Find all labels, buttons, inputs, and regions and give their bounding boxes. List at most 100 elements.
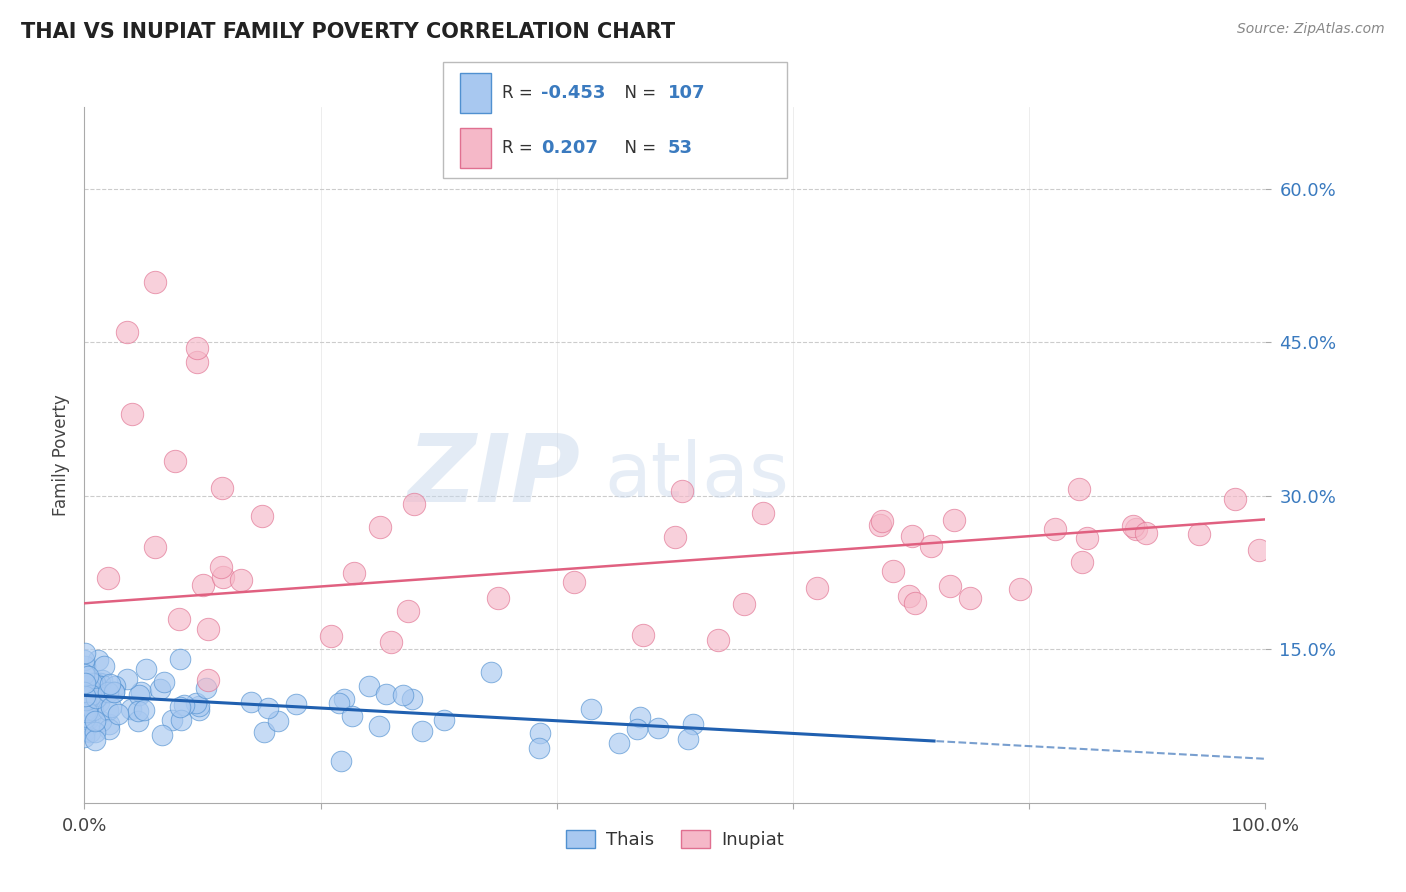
Point (73, 653, 96, 667)
Point (1122, 518, 1144, 533)
Point (73, 689, 96, 703)
Point (98, 677, 121, 691)
Point (1249, 542, 1271, 557)
Point (165, 454, 187, 468)
Point (564, 574, 586, 589)
Point (100, 700, 122, 714)
Text: 107: 107 (668, 84, 706, 102)
Point (959, 591, 981, 606)
Point (647, 721, 669, 735)
Point (77, 683, 100, 698)
Point (332, 692, 354, 706)
Point (103, 685, 125, 699)
Point (135, 662, 157, 676)
Point (80, 688, 103, 702)
Point (193, 578, 215, 592)
Text: N =: N = (614, 84, 662, 102)
Text: atlas: atlas (605, 439, 789, 513)
Point (120, 701, 142, 715)
Point (1076, 531, 1098, 545)
Point (870, 514, 893, 528)
Point (1067, 482, 1090, 496)
Point (143, 276, 166, 290)
Point (939, 578, 962, 592)
Point (367, 718, 389, 732)
Point (250, 509, 273, 524)
Y-axis label: Family Poverty: Family Poverty (52, 394, 70, 516)
Point (73, 685, 96, 699)
Point (211, 569, 233, 583)
Point (253, 725, 276, 739)
Point (143, 540, 166, 554)
Point (411, 724, 433, 739)
Point (160, 713, 183, 727)
Text: 53: 53 (668, 139, 693, 157)
Point (87, 689, 110, 703)
Point (1043, 522, 1066, 536)
Point (169, 652, 191, 666)
Point (671, 483, 693, 498)
Point (76, 712, 98, 726)
Point (240, 695, 263, 709)
Point (368, 519, 391, 533)
Point (257, 701, 280, 715)
Point (73, 696, 96, 710)
Point (73, 730, 96, 744)
Point (75, 712, 97, 726)
Point (184, 696, 207, 710)
Point (128, 688, 150, 702)
Point (529, 726, 551, 740)
Legend: Thais, Inupiat: Thais, Inupiat (560, 822, 790, 856)
Point (115, 325, 138, 339)
Point (901, 529, 924, 543)
Point (173, 698, 195, 712)
Point (404, 497, 426, 511)
Point (97, 685, 120, 699)
Point (882, 565, 904, 579)
Point (342, 709, 364, 723)
Point (73, 659, 96, 673)
Point (75, 703, 97, 717)
Text: R =: R = (502, 139, 538, 157)
Point (86, 680, 108, 694)
Text: R =: R = (502, 84, 538, 102)
Point (609, 736, 631, 750)
Point (186, 341, 208, 355)
Point (73, 667, 96, 681)
Point (633, 628, 655, 642)
Point (97, 571, 120, 585)
Point (89, 687, 111, 701)
Point (904, 596, 927, 610)
Point (76, 691, 98, 706)
Point (103, 685, 125, 699)
Point (527, 741, 550, 756)
Point (197, 673, 219, 687)
Point (942, 513, 965, 527)
Point (920, 539, 942, 553)
Point (76, 705, 98, 719)
Point (626, 722, 648, 736)
Point (90, 714, 112, 728)
Point (127, 704, 149, 718)
Point (77, 696, 100, 710)
Text: THAI VS INUPIAT FAMILY POVERTY CORRELATION CHART: THAI VS INUPIAT FAMILY POVERTY CORRELATI… (21, 22, 675, 42)
Point (186, 355, 208, 369)
Point (84, 724, 107, 739)
Point (75, 723, 97, 738)
Point (266, 714, 288, 729)
Point (396, 604, 419, 618)
Point (121, 407, 143, 421)
Point (83, 732, 105, 747)
Point (86, 681, 108, 696)
Point (401, 691, 423, 706)
Point (75, 679, 97, 693)
Point (82, 703, 104, 717)
Point (73, 706, 96, 720)
Point (664, 530, 686, 544)
Point (375, 687, 398, 701)
Point (343, 566, 366, 580)
Point (153, 674, 176, 689)
Point (80, 675, 103, 690)
Point (1188, 527, 1211, 541)
Point (581, 702, 603, 716)
